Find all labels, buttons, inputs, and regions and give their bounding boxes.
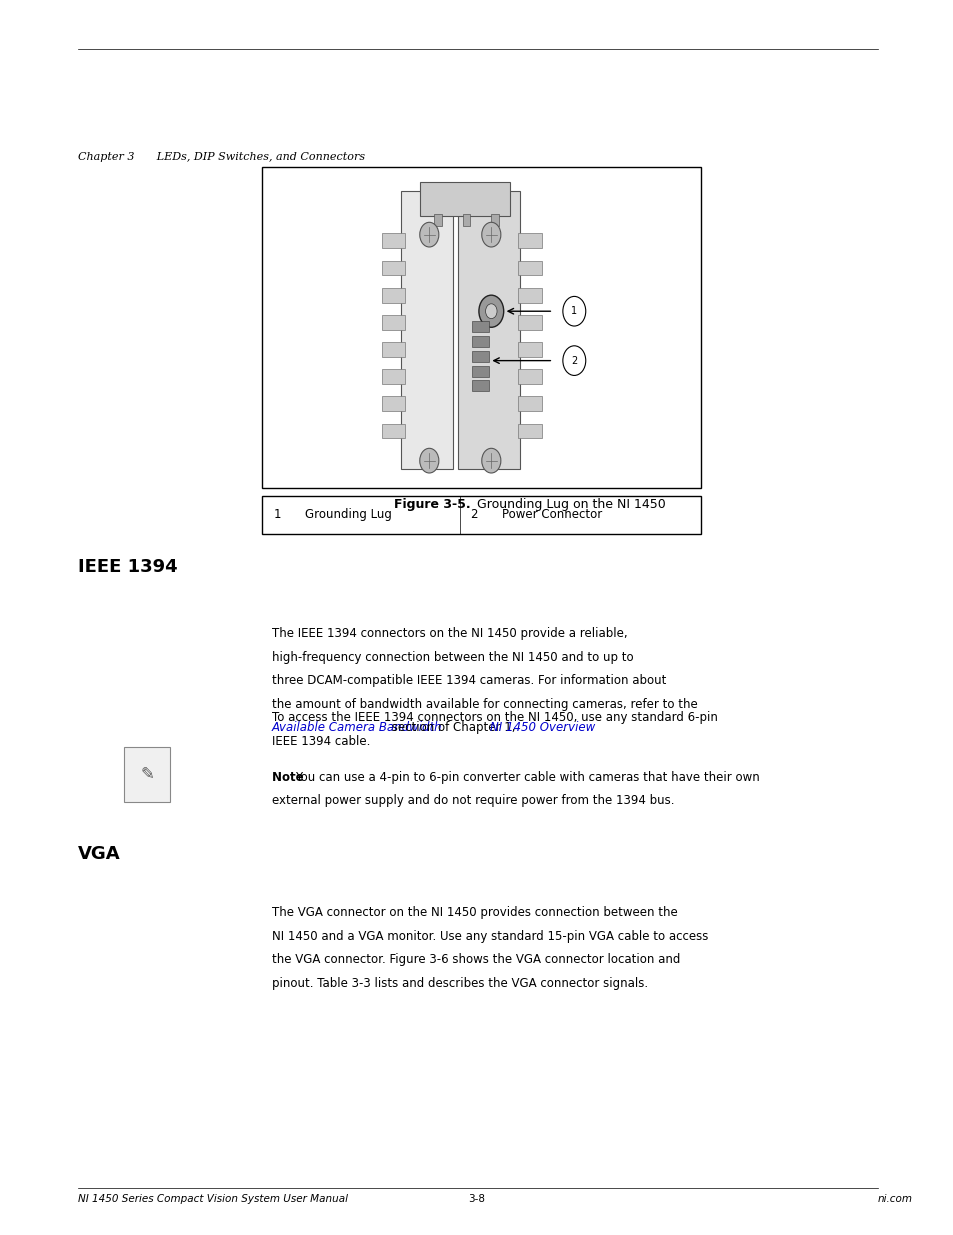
Text: Grounding Lug on the NI 1450: Grounding Lug on the NI 1450 — [476, 498, 665, 511]
Bar — [381, 342, 405, 357]
FancyBboxPatch shape — [124, 747, 170, 802]
Text: You can use a 4-pin to 6-pin converter cable with cameras that have their own: You can use a 4-pin to 6-pin converter c… — [295, 771, 760, 784]
Bar — [472, 351, 489, 362]
Text: The IEEE 1394 connectors on the NI 1450 provide a reliable,: The IEEE 1394 connectors on the NI 1450 … — [272, 627, 627, 641]
Text: The VGA connector on the NI 1450 provides connection between the: The VGA connector on the NI 1450 provide… — [272, 906, 677, 920]
Bar — [462, 214, 470, 226]
Text: To access the IEEE 1394 connectors on the NI 1450, use any standard 6-pin: To access the IEEE 1394 connectors on th… — [272, 711, 717, 725]
Text: 2  Power Connector: 2 Power Connector — [471, 509, 602, 521]
Text: high-frequency connection between the NI 1450 and to up to: high-frequency connection between the NI… — [272, 651, 633, 664]
Bar — [381, 288, 405, 303]
Circle shape — [481, 448, 500, 473]
Bar — [472, 366, 489, 377]
Bar — [517, 315, 541, 330]
Text: the amount of bandwidth available for connecting cameras, refer to the: the amount of bandwidth available for co… — [272, 698, 697, 711]
Text: three DCAM-compatible IEEE 1394 cameras. For information about: three DCAM-compatible IEEE 1394 cameras.… — [272, 674, 665, 688]
Text: Available Camera Bandwidth: Available Camera Bandwidth — [272, 721, 442, 735]
Text: pinout. Table 3-3 lists and describes the VGA connector signals.: pinout. Table 3-3 lists and describes th… — [272, 977, 647, 990]
Text: section of Chapter 1,: section of Chapter 1, — [388, 721, 518, 735]
Text: IEEE 1394 cable.: IEEE 1394 cable. — [272, 735, 370, 748]
Bar — [517, 369, 541, 384]
Text: the VGA connector. Figure 3-6 shows the VGA connector location and: the VGA connector. Figure 3-6 shows the … — [272, 953, 679, 967]
Bar — [517, 261, 541, 275]
Bar — [517, 342, 541, 357]
Circle shape — [481, 222, 500, 247]
FancyBboxPatch shape — [262, 167, 700, 488]
Bar — [517, 233, 541, 248]
Circle shape — [562, 346, 585, 375]
FancyBboxPatch shape — [262, 496, 700, 534]
Text: Chapter 3  LEDs, DIP Switches, and Connectors: Chapter 3 LEDs, DIP Switches, and Connec… — [78, 152, 365, 162]
Circle shape — [419, 448, 438, 473]
Bar — [434, 214, 441, 226]
Bar — [491, 214, 498, 226]
FancyBboxPatch shape — [419, 182, 510, 216]
Bar — [472, 336, 489, 347]
Bar — [472, 321, 489, 332]
Bar — [381, 261, 405, 275]
Bar — [400, 191, 453, 469]
Bar — [381, 233, 405, 248]
Bar — [517, 424, 541, 438]
Bar — [472, 380, 489, 391]
Text: .: . — [561, 721, 565, 735]
Text: NI 1450 and a VGA monitor. Use any standard 15-pin VGA cable to access: NI 1450 and a VGA monitor. Use any stand… — [272, 930, 707, 944]
Text: 3-8: 3-8 — [468, 1194, 485, 1204]
Circle shape — [485, 304, 497, 319]
Text: ni.com: ni.com — [877, 1194, 912, 1204]
Text: ✎: ✎ — [141, 766, 154, 783]
Circle shape — [478, 295, 503, 327]
Text: VGA: VGA — [78, 845, 121, 863]
Bar — [381, 424, 405, 438]
Bar — [457, 191, 519, 469]
Text: 1  Grounding Lug: 1 Grounding Lug — [274, 509, 392, 521]
Circle shape — [562, 296, 585, 326]
Text: NI 1450 Series Compact Vision System User Manual: NI 1450 Series Compact Vision System Use… — [78, 1194, 348, 1204]
Text: IEEE 1394: IEEE 1394 — [78, 558, 177, 577]
Text: 1: 1 — [571, 306, 577, 316]
Bar — [517, 396, 541, 411]
Circle shape — [419, 222, 438, 247]
Bar — [517, 288, 541, 303]
Bar — [381, 369, 405, 384]
Text: external power supply and do not require power from the 1394 bus.: external power supply and do not require… — [272, 794, 674, 808]
Text: Note: Note — [272, 771, 314, 784]
Bar — [381, 396, 405, 411]
Bar — [381, 315, 405, 330]
Text: 2: 2 — [571, 356, 577, 366]
Text: NI 1450 Overview: NI 1450 Overview — [490, 721, 595, 735]
Text: Figure 3-5.: Figure 3-5. — [394, 498, 476, 511]
